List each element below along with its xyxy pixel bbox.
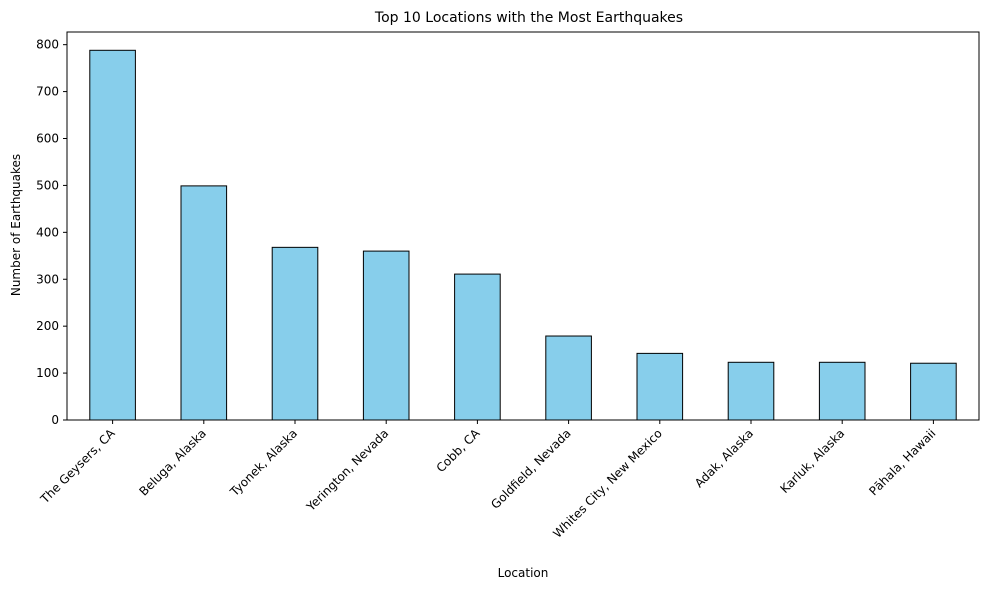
y-tick-label: 100 [36,366,59,380]
x-tick-label: Pāhala, Hawaii [866,426,938,498]
bar [454,273,501,421]
y-tick-label: 200 [36,319,59,333]
bar [636,352,684,421]
bar [910,362,957,421]
y-tick-label: 500 [36,178,59,192]
y-tick-label: 800 [36,38,59,52]
y-tick-label: 300 [36,272,59,286]
x-axis-title: Location [498,566,549,580]
chart-title: Top 10 Locations with the Most Earthquak… [374,10,683,26]
x-tick-label: Tyonek, Alaska [227,426,300,499]
bar [271,246,319,421]
x-tick-label: Beluga, Alaska [137,426,209,498]
bar [89,49,136,421]
y-tick-label: 700 [36,85,59,99]
x-tick-label: Yerington, Nevada [303,426,391,514]
bar [727,361,775,421]
bar [362,250,410,421]
bar [180,185,228,421]
x-tick-label: The Geysers, CA [37,426,118,507]
y-tick-label: 0 [51,413,59,427]
axes-frame [66,31,980,421]
bar [818,361,866,421]
x-tick-label: Goldfield, Nevada [488,426,573,511]
bar [545,335,592,421]
y-tick-label: 600 [36,132,59,146]
x-tick-label: Karluk, Alaska [778,426,848,496]
x-tick-label: Adak, Alaska [692,426,756,490]
y-tick-label: 400 [36,225,59,239]
y-axis-title: Number of Earthquakes [9,154,23,296]
plot-area: 0 100 200 300 400 500 600 700 800 The Geysers, CA… [36,31,980,541]
x-tick-label: Cobb, CA [434,426,483,475]
x-tick-label: Whites City, New Mexico [550,426,665,541]
